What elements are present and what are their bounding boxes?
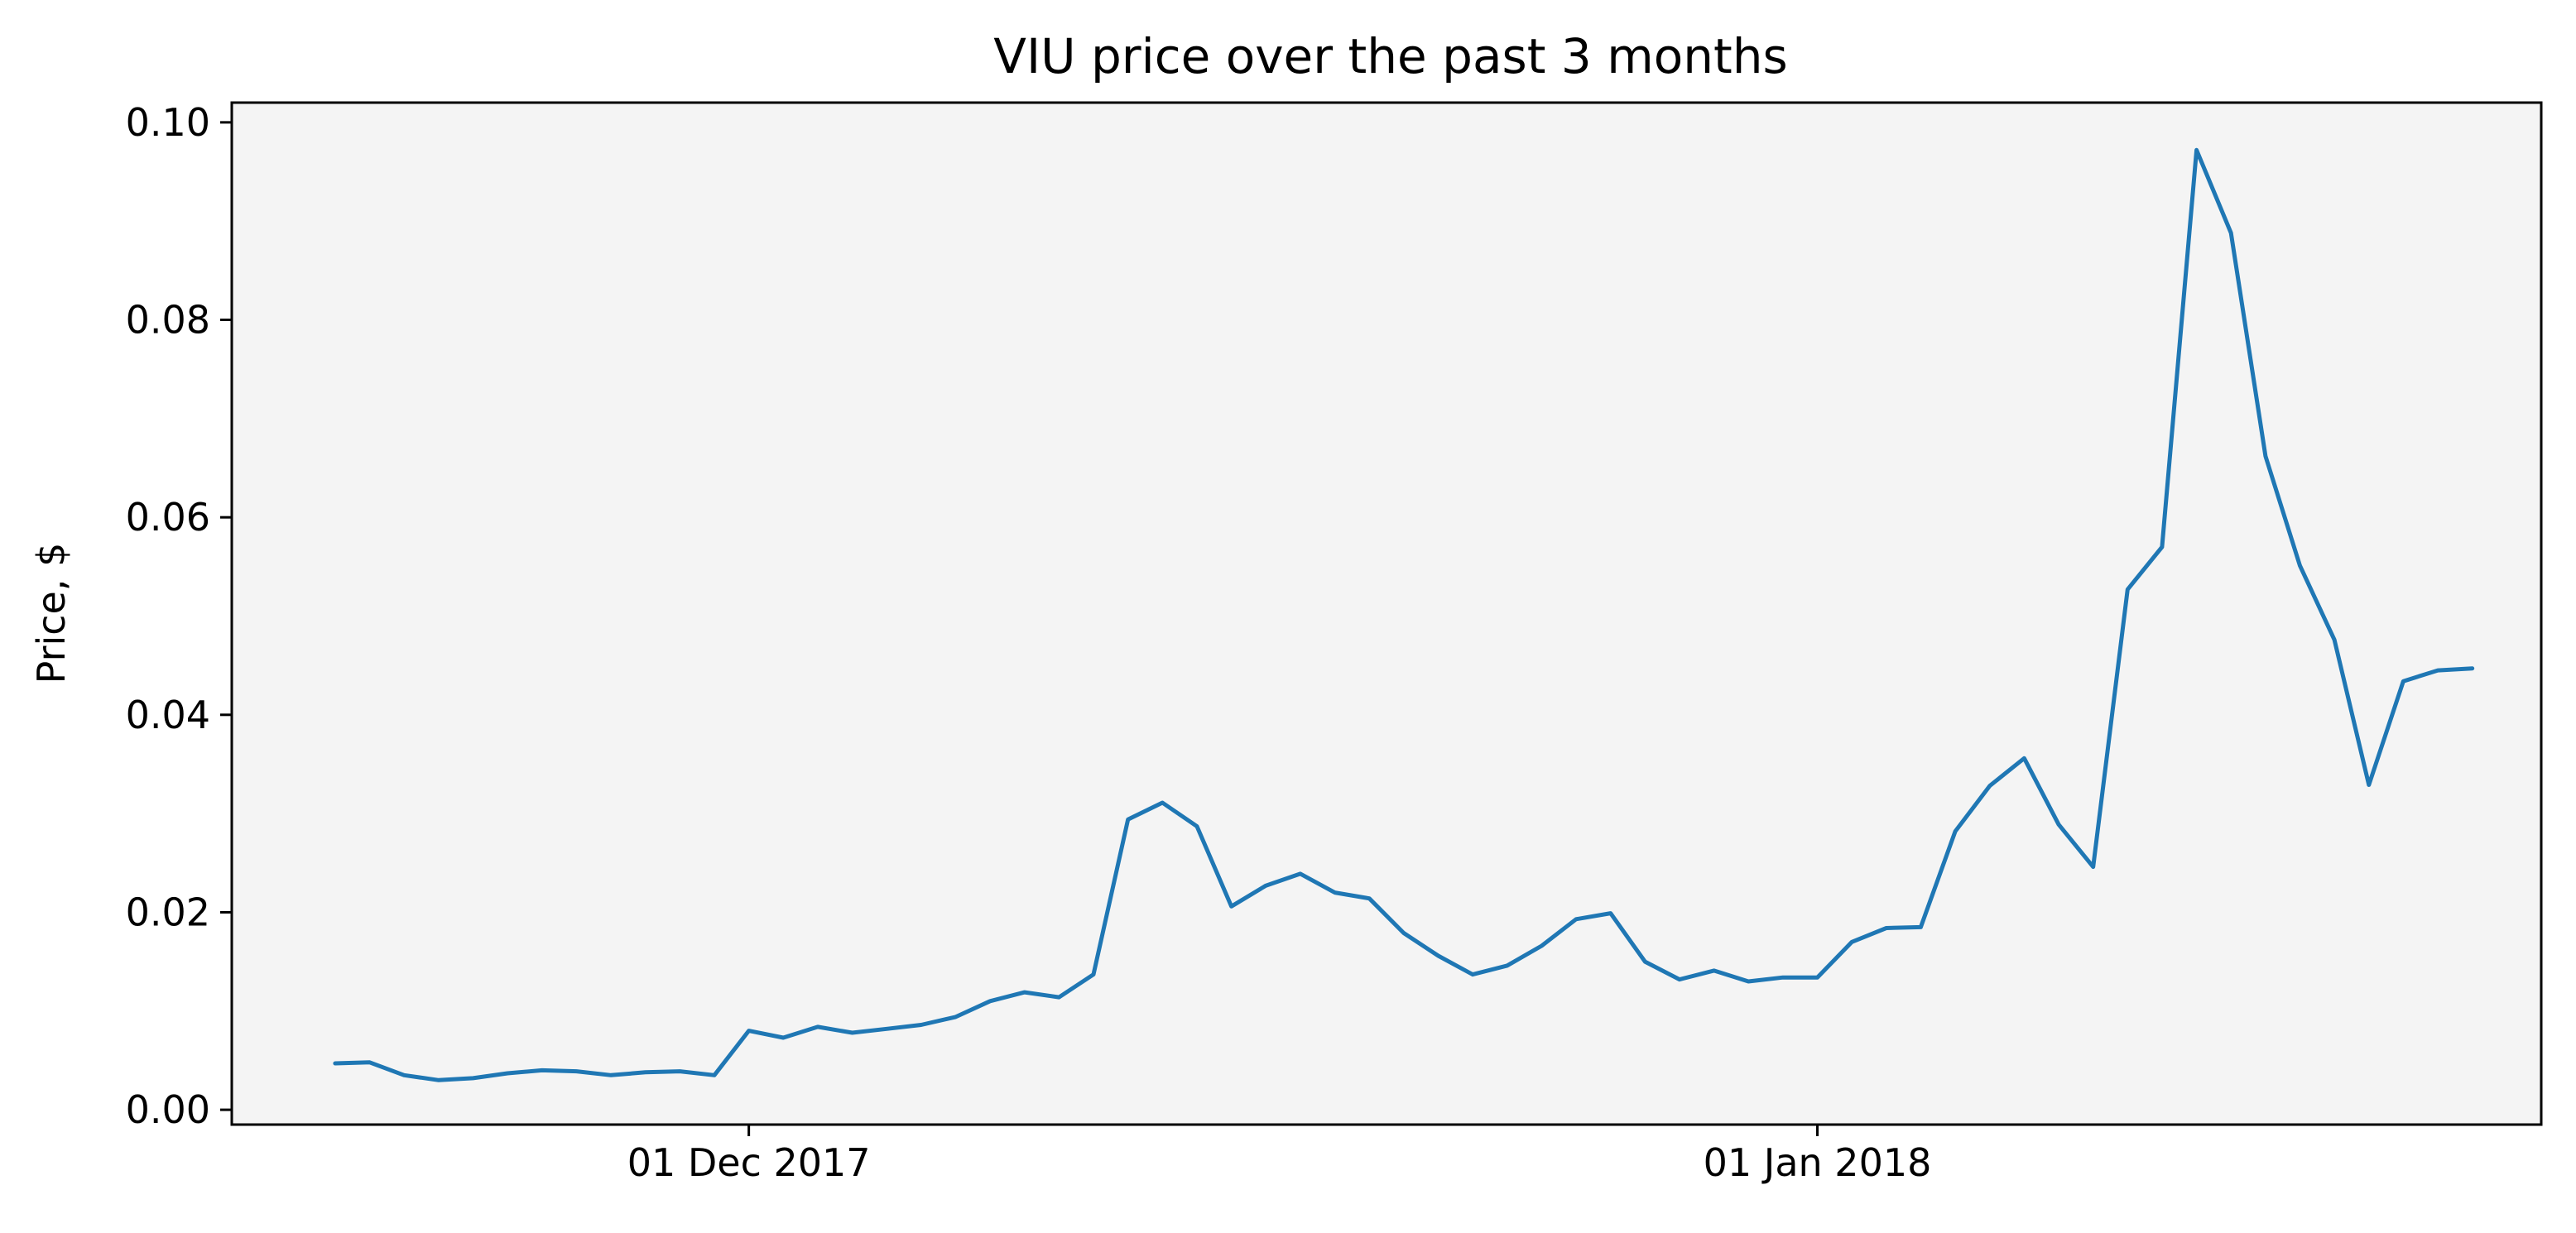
x-axis: 01 Dec 2017 01 Jan 2018 (627, 1125, 1932, 1185)
x-tick-label: 01 Jan 2018 (1704, 1140, 1932, 1185)
plot-area (232, 103, 2541, 1125)
series-layer (333, 147, 2475, 1082)
y-tick-label: 0.08 (126, 298, 210, 343)
price-series-line (333, 147, 2475, 1082)
y-tick-label: 0.02 (126, 890, 210, 934)
y-tick-label: 0.04 (126, 693, 210, 737)
y-axis: 0.00 0.02 0.04 0.06 0.08 0.10 (126, 100, 232, 1132)
x-tick-label: 01 Dec 2017 (627, 1140, 871, 1185)
y-axis-label: Price, $ (29, 543, 74, 684)
y-tick-label: 0.06 (126, 495, 210, 540)
y-tick-label: 0.10 (126, 100, 210, 145)
y-tick-label: 0.00 (126, 1087, 210, 1132)
chart-title: VIU price over the past 3 months (993, 28, 1787, 84)
plot-frame (230, 101, 2543, 1126)
